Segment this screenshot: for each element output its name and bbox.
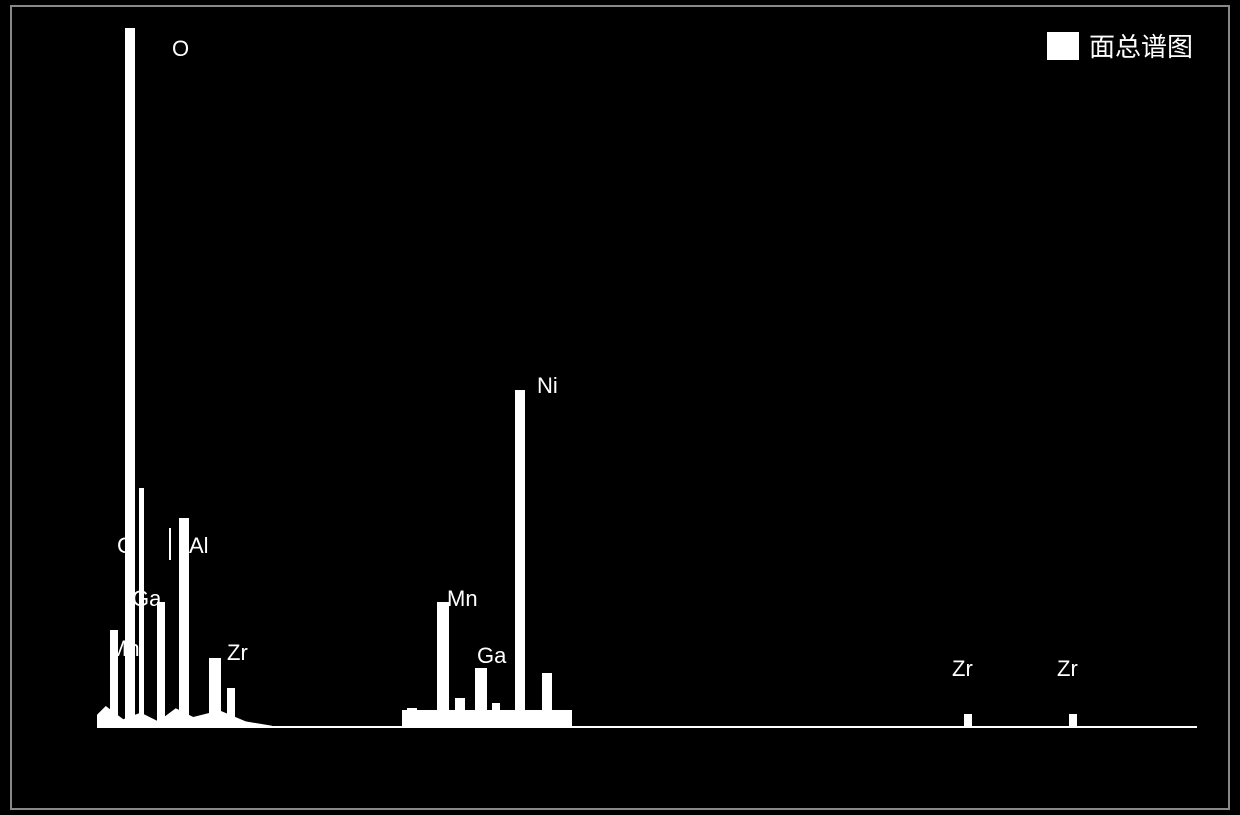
peak-ni [515, 390, 525, 728]
peak-al [179, 518, 189, 728]
label-ga-1: Ga [132, 586, 161, 612]
peak-ga-l [157, 602, 165, 728]
label-ga-2: Ga [477, 643, 506, 669]
label-zr-2: Zr [952, 656, 973, 682]
x-axis-baseline [97, 726, 1197, 728]
label-tick [169, 528, 171, 560]
spectrum-chart: 面总谱图 [10, 5, 1230, 810]
label-mn-2: Mn [447, 586, 478, 612]
label-zr-1: Zr [227, 640, 248, 666]
peak-shoulder-2 [227, 688, 235, 728]
label-c: C [117, 533, 133, 559]
plot-area: O C Al Ga Mn Zr Mn Ga Ni Zr Zr [97, 28, 1197, 728]
peak-o [125, 28, 135, 728]
label-mn-1: Mn [109, 636, 140, 662]
label-ni: Ni [537, 373, 558, 399]
label-o: O [172, 36, 189, 62]
peak-zr-l [209, 658, 221, 728]
label-zr-3: Zr [1057, 656, 1078, 682]
label-al: Al [189, 533, 209, 559]
